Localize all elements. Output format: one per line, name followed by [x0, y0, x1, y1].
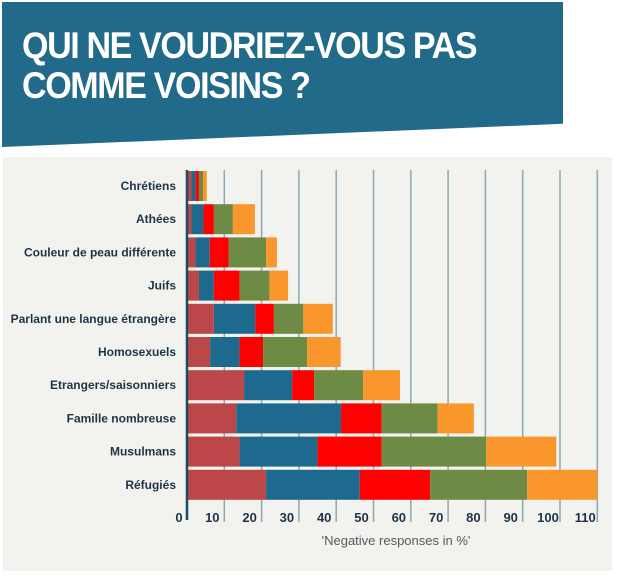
- x-tick-label: 60: [392, 510, 406, 525]
- bar-segment: [187, 171, 192, 201]
- bar-segment: [527, 469, 598, 500]
- category-label: Famille nombreuse: [67, 411, 177, 425]
- bar-segment: [187, 270, 199, 301]
- bar-segment: [255, 303, 274, 334]
- x-tick-label: 0: [175, 510, 182, 525]
- x-tick-label: 100: [537, 510, 559, 525]
- bar-segment: [187, 303, 214, 334]
- x-tick-label: 90: [503, 510, 517, 525]
- bar-segment: [430, 469, 528, 500]
- x-tick-label: 20: [242, 510, 256, 525]
- x-tick-label: 30: [280, 510, 294, 525]
- category-label: Chrétiens: [121, 179, 177, 193]
- bar-segment: [236, 403, 342, 434]
- bar-segment: [266, 237, 277, 268]
- bar-segment: [381, 436, 487, 467]
- bar-segment: [292, 370, 315, 401]
- bar-segment: [307, 337, 341, 367]
- bar-segment: [203, 171, 207, 201]
- bar-segment: [314, 370, 364, 401]
- bar-segment: [191, 171, 196, 201]
- page-title: QUI NE VOUDRIEZ-VOUS PAS COMME VOISINS ?: [22, 25, 478, 106]
- bar-segment: [187, 469, 267, 500]
- x-tick-label: 40: [317, 510, 331, 525]
- x-tick-label: 70: [429, 510, 443, 525]
- category-label: Etrangers/saisonniers: [50, 378, 176, 392]
- bar-segment: [363, 370, 400, 401]
- bar-segment: [486, 436, 557, 467]
- bar-segment: [303, 303, 333, 334]
- bar-segment: [232, 204, 255, 235]
- x-tick-label: 80: [466, 510, 480, 525]
- bar-segment: [195, 171, 199, 201]
- bar-segment: [381, 403, 438, 434]
- bar-segment: [213, 270, 240, 301]
- category-label: Couleur de peau différente: [24, 245, 176, 259]
- bar-segment: [187, 403, 237, 434]
- bar-segment: [209, 237, 229, 268]
- bar-segment: [244, 370, 293, 401]
- bar-segment: [187, 237, 196, 268]
- bar-segment: [213, 303, 256, 334]
- bar-segment: [187, 337, 211, 367]
- x-tick-label: 110: [575, 510, 596, 525]
- bar-segment: [437, 403, 474, 434]
- bar-segment: [341, 403, 382, 434]
- bar-segment: [239, 337, 264, 367]
- bar-segment: [187, 370, 245, 401]
- bar-segment: [228, 237, 267, 268]
- category-label: Parlant une langue étrangère: [11, 312, 177, 326]
- x-tick-label: 10: [205, 510, 219, 525]
- category-label: Juifs: [148, 279, 176, 293]
- bar-segment: [266, 469, 360, 500]
- category-label: Athées: [136, 212, 176, 226]
- category-label: Musulmans: [110, 445, 176, 459]
- bar-segment: [359, 469, 431, 500]
- bar-segment: [198, 270, 214, 301]
- x-axis-label: 'Negative responses in %': [322, 533, 471, 548]
- bar-segment: [239, 270, 270, 301]
- bar-segment: [213, 204, 233, 235]
- bar-segment: [210, 337, 240, 367]
- bar-segment: [203, 204, 214, 235]
- bar-segment: [269, 270, 289, 301]
- x-tick-label: 50: [354, 510, 368, 525]
- bar-segment: [198, 171, 204, 201]
- bar-segment: [187, 436, 240, 467]
- category-label: Réfugiés: [125, 478, 176, 492]
- bar-segment: [195, 237, 210, 268]
- bar-segment: [191, 204, 204, 235]
- title-banner: [2, 2, 563, 147]
- bar-segment: [239, 436, 318, 467]
- bar-segment: [317, 436, 382, 467]
- bar-segment: [263, 337, 308, 367]
- bar-segment: [273, 303, 304, 334]
- category-label: Homosexuels: [98, 345, 176, 359]
- bar-segment: [187, 204, 192, 235]
